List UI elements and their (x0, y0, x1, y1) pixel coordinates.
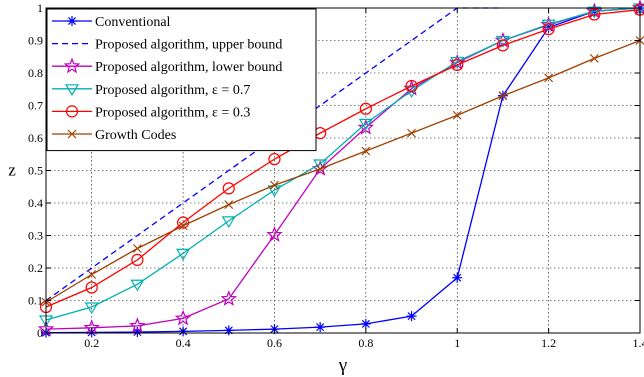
data-point (360, 318, 371, 329)
legend-label: Growth Codes (95, 128, 176, 143)
y-tick-label: 0.4 (28, 196, 43, 210)
y-tick-label: 0.8 (28, 66, 43, 80)
series-line (45, 39, 641, 303)
x-tick-label: 0.2 (84, 336, 99, 350)
grid (46, 8, 641, 333)
data-point (129, 317, 146, 333)
series-4 (39, 3, 644, 314)
legend-marker (67, 16, 77, 26)
x-tick-label: 0.4 (176, 336, 191, 350)
x-tick-label: 0.6 (267, 336, 282, 350)
legend: Conventional Proposed algorithm, upper bo… (46, 8, 317, 152)
y-tick-label: 0.6 (28, 131, 43, 145)
data-point (405, 79, 418, 93)
data-point (223, 325, 234, 336)
data-point (495, 35, 510, 48)
legend-marker (67, 129, 77, 139)
data-point (357, 118, 375, 135)
legend-box (46, 8, 317, 152)
data-point (587, 6, 602, 19)
legend-label: Conventional (95, 15, 171, 30)
data-point (361, 146, 371, 156)
data-point (270, 180, 279, 190)
y-tick-label: 0.3 (28, 229, 43, 243)
x-tick-label: 0.8 (358, 336, 373, 350)
data-point (315, 322, 326, 333)
legend-label: Proposed algorithm, lower bound (95, 60, 282, 75)
data-point (268, 153, 281, 166)
series-line (45, 8, 641, 308)
legend-label: Proposed algorithm, ε = 0.3 (95, 105, 250, 120)
y-tick-label: 0.7 (28, 99, 43, 113)
series-3 (38, 3, 644, 328)
series-line (45, 7, 641, 321)
x-tick-label: 1.2 (541, 336, 556, 350)
data-point (359, 102, 372, 115)
data-point (452, 272, 463, 283)
data-point (132, 327, 143, 338)
y-tick-label: 0.2 (28, 261, 43, 275)
data-point (178, 221, 188, 231)
y-tick-label: 0.5 (28, 164, 43, 178)
data-point (87, 270, 97, 279)
data-point (406, 311, 417, 322)
legend-label: Proposed algorithm, ε = 0.7 (95, 83, 250, 98)
legend-marker (65, 105, 79, 118)
data-point (174, 309, 192, 326)
data-point (541, 19, 556, 32)
y-tick-label: 0 (37, 326, 43, 340)
data-point (544, 73, 554, 83)
data-point (176, 248, 191, 261)
data-point (358, 118, 373, 131)
x-axis-label: γ (338, 355, 347, 376)
data-point (588, 8, 601, 21)
data-point (313, 159, 328, 172)
data-point (496, 39, 510, 52)
axis-ticks: 0.2 0.4 0.6 0.8 1 1.2 1.4 0 0.1 0.2 0.3 0.4 0.5 0.6 0.… (28, 1, 644, 350)
x-tick-label: 1.4 (633, 336, 644, 350)
series-line (45, 7, 641, 334)
y-tick-label: 0.1 (28, 294, 43, 308)
data-point (131, 253, 144, 266)
data-point (84, 302, 99, 315)
data-point (267, 185, 282, 198)
data-point (130, 279, 145, 292)
x-tick-label: 1 (454, 336, 460, 350)
data-point (407, 128, 416, 138)
data-point (132, 244, 142, 253)
data-point (85, 281, 98, 294)
y-tick-label: 1 (37, 1, 43, 15)
legend-marker (63, 57, 81, 74)
data-point (589, 53, 599, 63)
data-point (266, 226, 283, 242)
data-point (498, 91, 508, 101)
data-point (224, 200, 234, 210)
data-point (452, 110, 462, 120)
data-point (542, 23, 555, 36)
data-point (221, 216, 236, 229)
data-point (220, 290, 238, 306)
legend-label: Proposed algorithm, upper bound (95, 38, 282, 53)
data-point (450, 57, 465, 69)
legend-marker (64, 84, 80, 96)
data-point (451, 58, 464, 71)
y-axis-label: z (8, 161, 16, 180)
data-point (315, 164, 325, 174)
data-point (404, 86, 419, 99)
y-tick-label: 0.9 (28, 34, 43, 48)
data-point (222, 182, 235, 195)
